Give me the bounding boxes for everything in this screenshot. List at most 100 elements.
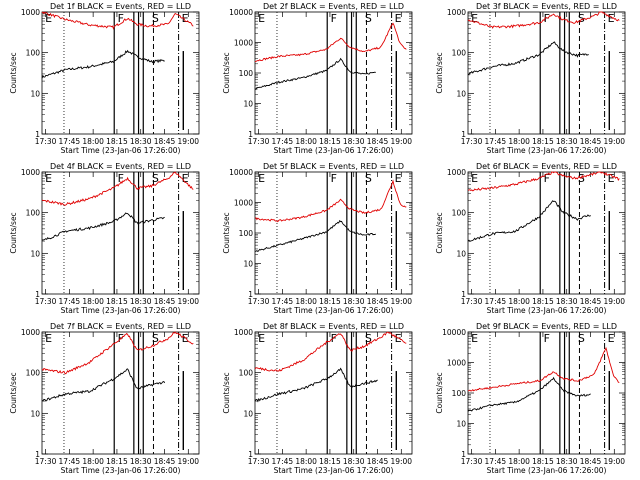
y-tick-label: 1 [248, 130, 253, 139]
x-tick-label: 18:45 [154, 297, 176, 306]
state-flag: S [365, 12, 372, 25]
x-tick-label: 17:45 [272, 457, 294, 466]
y-axis-label: Counts/sec [222, 372, 231, 413]
lld-series-line [41, 171, 194, 206]
state-flag: S [152, 332, 159, 345]
y-tick-label: 1 [35, 290, 40, 299]
x-tick-label: 18:15 [106, 297, 128, 306]
x-tick-label: 17:45 [485, 297, 507, 306]
state-flag: E [45, 332, 52, 345]
state-flag: E [471, 172, 478, 185]
x-tick-label: 18:15 [319, 457, 341, 466]
x-tick-label: 17:45 [485, 457, 507, 466]
lld-series-line [254, 331, 407, 372]
x-tick-label: 18:45 [367, 137, 389, 146]
plot-frame [467, 171, 626, 295]
lld-series-line [467, 171, 620, 192]
state-flag: E [608, 332, 615, 345]
events-series-line [254, 367, 378, 403]
x-tick-label: 18:00 [295, 457, 317, 466]
x-tick-label: 18:00 [295, 297, 317, 306]
x-tick-label: 17:45 [485, 137, 507, 146]
plot-frame [467, 331, 626, 455]
lld-series-line [467, 11, 620, 29]
y-tick-label: 1 [248, 290, 253, 299]
y-tick-label: 100 [239, 229, 254, 238]
x-tick-label: 18:30 [130, 297, 152, 306]
y-tick-label: 1000 [447, 359, 466, 368]
state-flag: E [258, 12, 265, 25]
state-flag: S [578, 172, 585, 185]
chart-title: Det 3f BLACK = Events, RED = LLD [476, 2, 617, 11]
state-flag: S [365, 172, 372, 185]
state-flag: E [182, 172, 189, 185]
state-flag: E [45, 172, 52, 185]
y-tick-label: 10000 [229, 8, 253, 17]
chart-panel-8: Det 8f BLACK = Events, RED = LLD 1 10 100 10… [222, 322, 413, 475]
x-tick-label: 18:00 [295, 137, 317, 146]
x-tick-label: 17:30 [35, 457, 57, 466]
state-flag: S [365, 332, 372, 345]
y-tick-label: 10 [456, 420, 466, 429]
x-tick-label: 17:30 [461, 137, 483, 146]
state-flag: S [152, 12, 159, 25]
chart-panel-5: Det 5f BLACK = Events, RED = LLD 1 10 100 10… [222, 162, 413, 315]
x-tick-label: 18:15 [319, 137, 341, 146]
events-series-line [467, 376, 591, 412]
x-tick-label: 18:45 [367, 297, 389, 306]
y-tick-label: 1000 [21, 168, 40, 177]
x-tick-label: 18:15 [106, 137, 128, 146]
x-tick-label: 19:00 [390, 137, 412, 146]
state-flag: E [182, 12, 189, 25]
x-tick-label: 18:15 [319, 297, 341, 306]
x-tick-label: 18:00 [508, 297, 530, 306]
events-series-line [254, 57, 376, 91]
state-flag: E [182, 332, 189, 345]
y-tick-label: 10000 [229, 168, 253, 177]
x-axis-label: Start Time (23-Jan-06 17:26:00) [274, 306, 394, 315]
x-tick-label: 17:30 [35, 137, 57, 146]
y-tick-label: 100 [26, 209, 41, 218]
lld-series-line [254, 179, 407, 223]
y-tick-label: 10 [243, 260, 253, 269]
x-tick-label: 19:00 [603, 457, 625, 466]
x-tick-label: 17:30 [248, 457, 270, 466]
x-tick-label: 18:30 [343, 457, 365, 466]
x-tick-label: 19:00 [177, 297, 199, 306]
chart-panel-2: Det 2f BLACK = Events, RED = LLD 1 10 100 10… [222, 2, 413, 155]
state-flag: E [471, 12, 478, 25]
x-tick-label: 19:00 [390, 297, 412, 306]
x-tick-label: 19:00 [177, 137, 199, 146]
y-tick-label: 10 [30, 89, 40, 98]
state-flag: E [471, 332, 478, 345]
plot-frame [41, 171, 200, 295]
state-flag: F [118, 172, 124, 185]
chart-title: Det 6f BLACK = Events, RED = LLD [476, 162, 617, 171]
x-tick-label: 18:15 [106, 457, 128, 466]
y-tick-label: 1 [35, 130, 40, 139]
x-tick-label: 17:45 [59, 297, 81, 306]
x-tick-label: 18:00 [82, 137, 104, 146]
state-flag: E [45, 12, 52, 25]
state-flag: E [608, 12, 615, 25]
y-tick-label: 10 [30, 409, 40, 418]
lld-series-line [467, 346, 620, 392]
y-tick-label: 100 [452, 49, 467, 58]
x-tick-label: 18:00 [508, 457, 530, 466]
state-flag: S [578, 332, 585, 345]
chart-title: Det 9f BLACK = Events, RED = LLD [476, 322, 617, 331]
state-flag: F [544, 332, 550, 345]
state-flag: S [152, 172, 159, 185]
x-tick-label: 17:30 [461, 297, 483, 306]
chart-title: Det 4f BLACK = Events, RED = LLD [50, 162, 191, 171]
plot-frame [41, 11, 200, 135]
y-tick-label: 100 [452, 389, 467, 398]
chart-panel-3: Det 3f BLACK = Events, RED = LLD 1 10 100 10… [435, 2, 626, 155]
x-tick-label: 18:15 [532, 137, 554, 146]
y-tick-label: 1 [461, 450, 466, 459]
plot-frame [254, 11, 413, 135]
x-tick-label: 18:00 [508, 137, 530, 146]
x-tick-label: 18:00 [82, 457, 104, 466]
x-tick-label: 17:45 [272, 137, 294, 146]
y-tick-label: 100 [239, 69, 254, 78]
